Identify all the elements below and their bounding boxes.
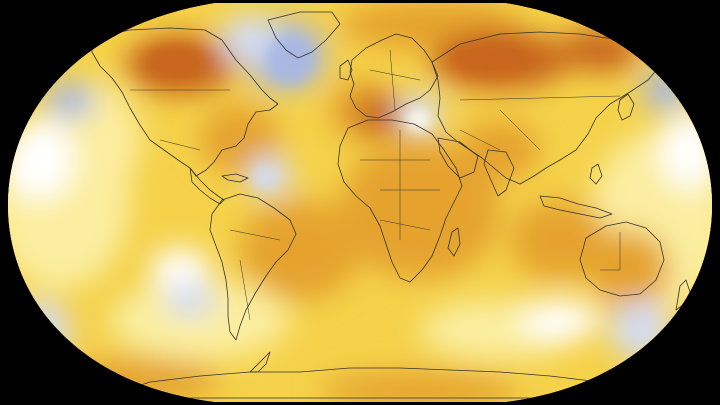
asia-outline (431, 31, 661, 185)
anomaly-core-cool-light (253, 168, 277, 188)
anomaly-blob-neutral (520, 300, 600, 340)
british-isles-outline (339, 59, 353, 81)
country-borders (130, 49, 621, 321)
anomaly-blob-warm-medium (510, 200, 610, 280)
border-sa-2 (239, 259, 251, 321)
anomaly-blob-warm-medium (340, 140, 500, 280)
anomaly-core-warm-strong (450, 42, 530, 74)
anomaly-blob-neutral (150, 248, 210, 292)
border-asia-2 (499, 109, 541, 151)
border-europe-2 (389, 49, 396, 111)
anomaly-blob-neutral (660, 110, 712, 190)
border-australia (600, 232, 621, 271)
africa-outline (337, 119, 463, 283)
anomaly-blob-warm-medium (590, 230, 670, 310)
anomaly-blob-neutral (8, 120, 75, 200)
madagascar-outline (447, 227, 461, 257)
anomaly-blob-cool-light (165, 282, 215, 318)
antarctic-peninsula-outline (249, 351, 271, 373)
arabia-outline (437, 137, 479, 179)
anomaly-blob-cool-light (10, 300, 70, 360)
anomaly-blob-warm-medium (240, 200, 360, 300)
japan-outline (617, 93, 635, 121)
anomaly-blob-warm-strong (355, 93, 405, 137)
anomaly-blob-warm-medium (60, 358, 220, 402)
indonesia-outline (539, 195, 613, 219)
anomaly-blob-warm-strong (560, 28, 640, 72)
anomaly-detail (145, 38, 530, 188)
anomaly-core-neutral (406, 110, 430, 130)
greenland-outline (267, 11, 341, 59)
anomaly-core-cool-medium (268, 38, 312, 82)
anomaly-blob-warm-pale (110, 280, 290, 360)
caribbean-outline (221, 173, 249, 183)
india-outline (483, 149, 515, 197)
anomaly-blob-cool-light (610, 300, 670, 360)
border-us-mexico (159, 139, 201, 151)
border-asia-3 (459, 129, 501, 151)
anomaly-blob-cool-medium (45, 82, 95, 118)
anomaly-core-warm-strong (145, 46, 205, 78)
australia-outline (579, 221, 665, 297)
border-africa-4 (379, 219, 431, 231)
central-america-outline (189, 167, 225, 205)
border-asia-1 (459, 95, 621, 101)
anomaly-blob-warm-medium (320, 372, 520, 402)
south-america-outline (209, 193, 297, 341)
border-sa-1 (229, 229, 281, 241)
philippines-outline (589, 163, 603, 185)
anomaly-blob-cool-light (220, 15, 280, 65)
anomaly-blob-cool-medium (643, 68, 687, 112)
north-america-outline (91, 27, 279, 177)
border-europe-1 (369, 69, 421, 81)
europe-outline (349, 33, 439, 119)
